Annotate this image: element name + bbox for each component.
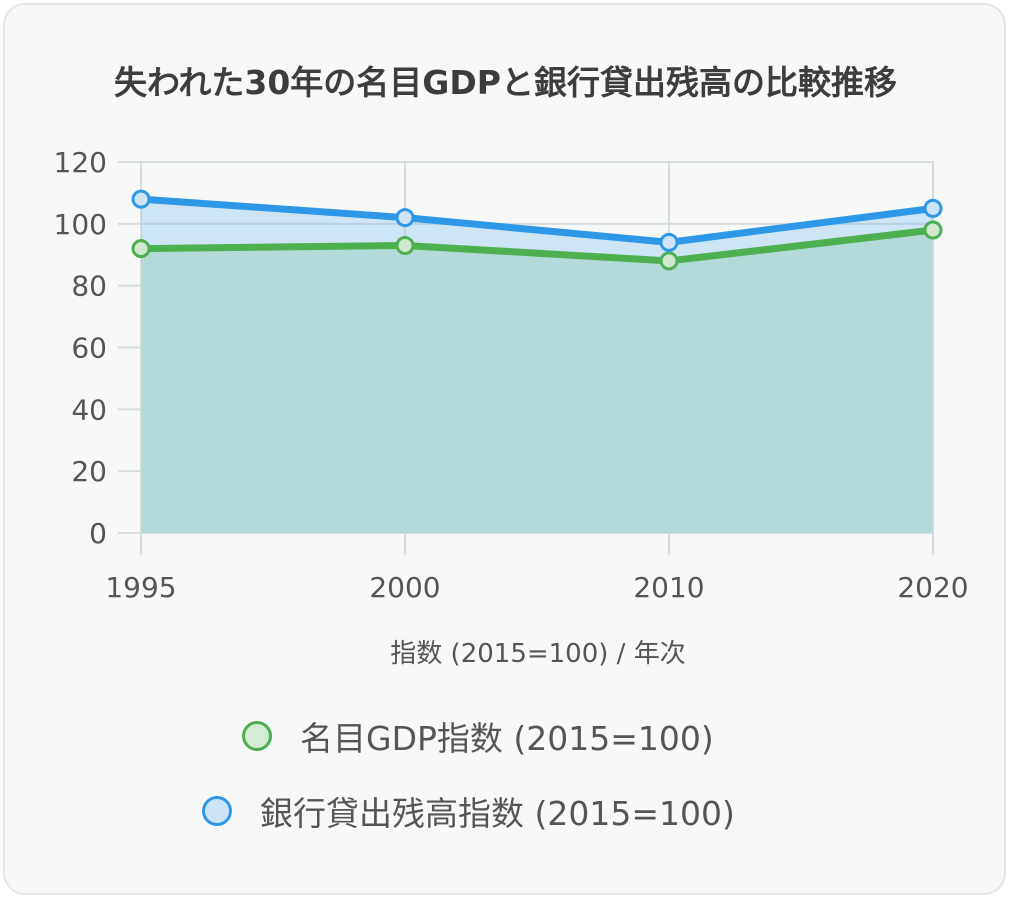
loan-point (131, 189, 151, 209)
y-tick-label: 20 (71, 455, 107, 488)
y-tick-label: 100 (54, 208, 107, 241)
x-tick-label: 1995 (105, 571, 176, 604)
gdp-line (137, 226, 937, 265)
y-tick-label: 120 (54, 146, 107, 179)
label-layer: 0 20 40 60 80 100 120 1995 2000 2010 2020 指数 (2015=… (54, 146, 969, 669)
loan-point (659, 232, 679, 252)
line-layer (137, 195, 937, 265)
chart-title: 失われた30年の名目GDPと銀行貸出残高の比較推移 (114, 63, 897, 102)
legend-item-loan[interactable]: 銀行貸出残高指数 (2015=100) (202, 787, 735, 835)
legend-swatch-gdp (242, 721, 272, 751)
y-tick-label: 60 (71, 332, 107, 365)
legend-label-loan: 銀行貸出残高指数 (2015=100) (260, 794, 735, 833)
y-tick-label: 40 (71, 393, 107, 426)
x-tick-label: 2000 (369, 571, 440, 604)
loan-line (137, 195, 937, 246)
legend-swatch-loan (202, 796, 232, 826)
legend-label-gdp: 名目GDP指数 (2015=100) (300, 719, 714, 758)
gdp-point (131, 239, 151, 259)
loan-point (923, 198, 943, 218)
gdp-point (923, 220, 943, 240)
legend-item-gdp[interactable]: 名目GDP指数 (2015=100) (242, 712, 714, 760)
gdp-area (141, 230, 933, 533)
point-layer (131, 189, 943, 271)
gdp-point (659, 251, 679, 271)
gdp-point (395, 235, 415, 255)
x-tick-label: 2020 (897, 571, 968, 604)
x-axis-title: 指数 (2015=100) / 年次 (390, 639, 685, 669)
y-tick-label: 80 (71, 270, 107, 303)
x-tick-label: 2010 (633, 571, 704, 604)
y-tick-label: 0 (89, 517, 107, 550)
loan-point (395, 208, 415, 228)
